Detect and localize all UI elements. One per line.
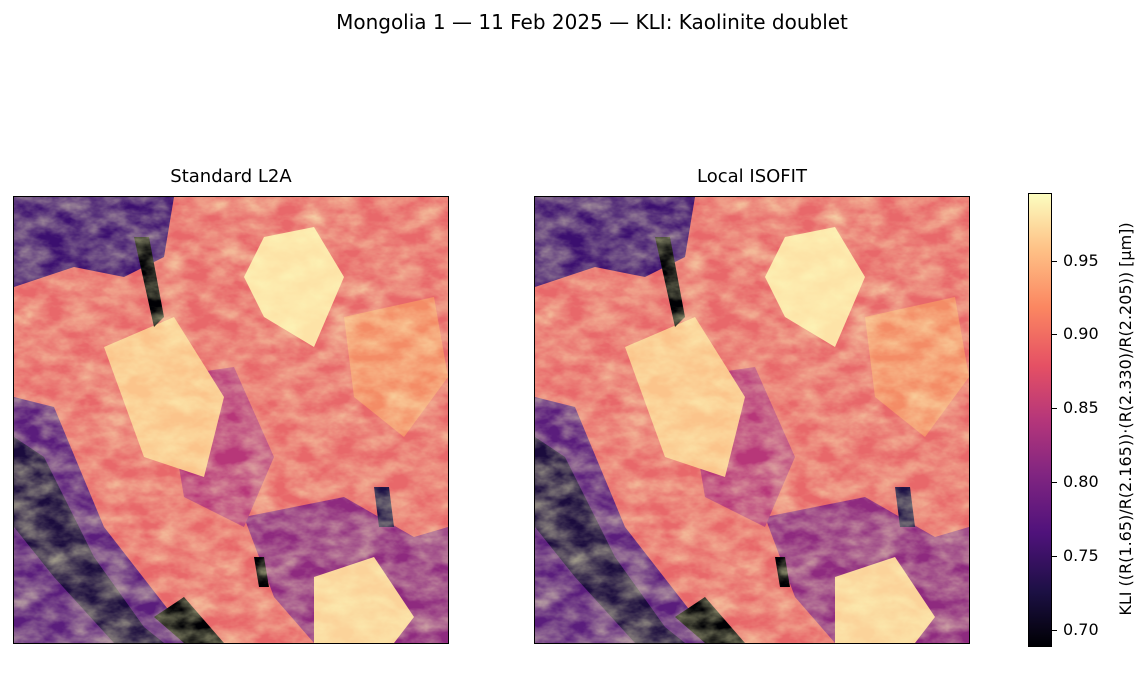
panel-title-standard-l2a: Standard L2A [170, 166, 292, 187]
kli-map-standard-l2a [13, 196, 449, 644]
colorbar-tick [1051, 630, 1057, 632]
colorbar-tick-label: 0.75 [1063, 546, 1099, 566]
colorbar-label: KLI ((R(1.65)/R(2.165))·(R(2.330)/R(2.20… [1116, 222, 1135, 616]
colorbar-tick-label: 0.80 [1063, 472, 1099, 492]
colorbar-tick [1051, 334, 1057, 336]
colorbar [1028, 193, 1052, 647]
figure-title: Mongolia 1 — 11 Feb 2025 — KLI: Kaolinit… [336, 10, 848, 34]
colorbar-tick-label: 0.95 [1063, 250, 1099, 270]
colorbar-tick-label: 0.70 [1063, 620, 1099, 640]
colorbar-tick-label: 0.85 [1063, 398, 1099, 418]
kli-map-local-isofit [534, 196, 970, 644]
colorbar-tick [1051, 408, 1057, 410]
colorbar-tick [1051, 482, 1057, 484]
kli-map-image [14, 197, 448, 643]
panel-title-local-isofit: Local ISOFIT [697, 166, 807, 187]
colorbar-tick [1051, 556, 1057, 558]
colorbar-tick [1051, 260, 1057, 262]
kli-map-image [535, 197, 969, 643]
colorbar-tick-label: 0.90 [1063, 324, 1099, 344]
